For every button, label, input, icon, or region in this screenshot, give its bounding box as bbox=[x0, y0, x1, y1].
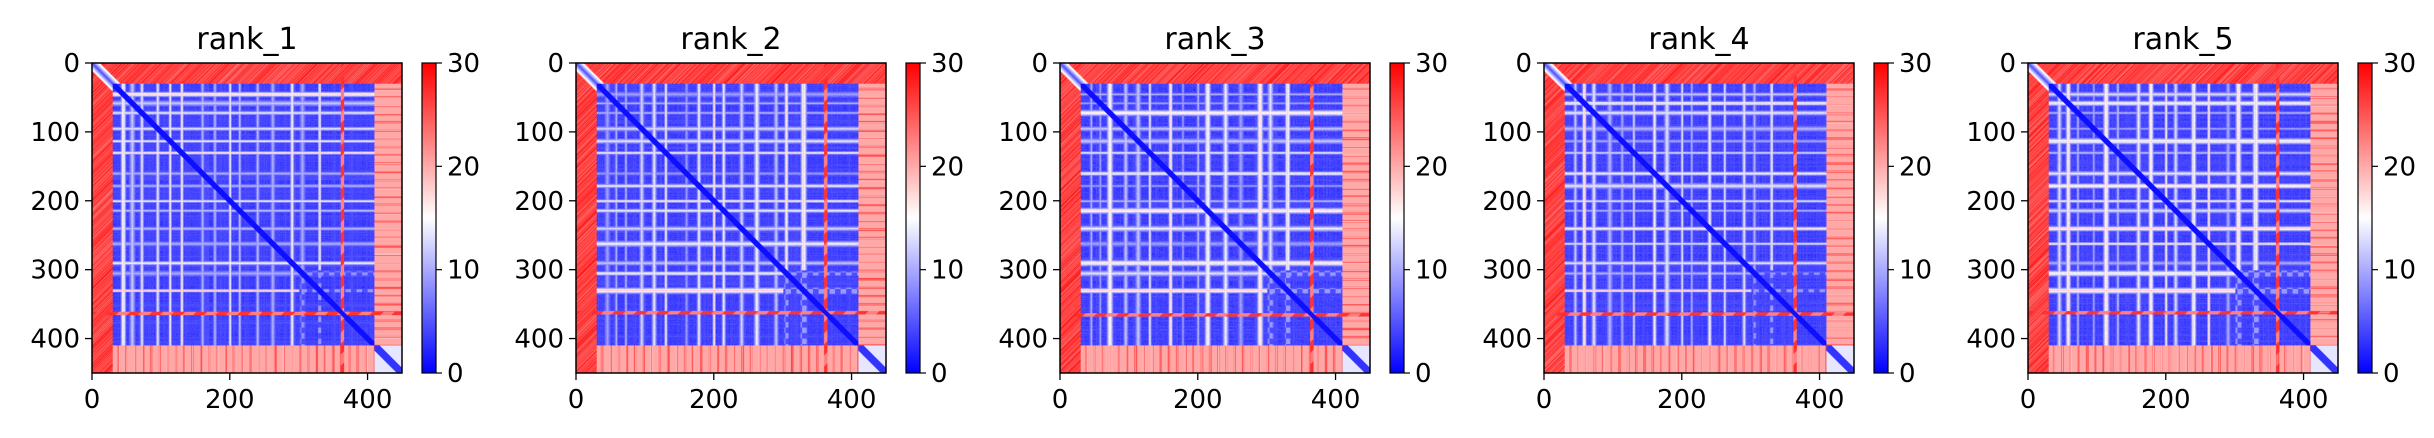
axes-frame bbox=[2027, 62, 2339, 374]
y-tick-label: 100 bbox=[30, 118, 80, 148]
colorbar-tick-label: 20 bbox=[1415, 152, 1448, 182]
y-tick-label: 300 bbox=[1966, 256, 2016, 286]
colorbar bbox=[1873, 62, 1889, 374]
x-tick-label: 0 bbox=[568, 385, 585, 415]
colorbar-tick-label: 0 bbox=[2383, 359, 2400, 389]
y-tick-label: 300 bbox=[30, 256, 80, 286]
heatmap-image bbox=[2028, 63, 2338, 373]
heatmap-image bbox=[1060, 63, 1370, 373]
y-tick-label: 0 bbox=[1031, 49, 1048, 79]
colorbar-tick-label: 30 bbox=[931, 49, 964, 79]
x-tick-label: 0 bbox=[84, 385, 101, 415]
y-tick-label: 300 bbox=[1482, 256, 1532, 286]
colorbar-tick-label: 20 bbox=[1899, 152, 1932, 182]
colorbar-tick-label: 0 bbox=[447, 359, 464, 389]
x-tick-label: 400 bbox=[827, 385, 877, 415]
colorbar bbox=[905, 62, 921, 374]
y-tick-label: 100 bbox=[514, 118, 564, 148]
heatmap-image bbox=[92, 63, 402, 373]
y-tick-label: 200 bbox=[1966, 187, 2016, 217]
colorbar bbox=[2357, 62, 2373, 374]
y-tick-label: 200 bbox=[1482, 187, 1532, 217]
panel-title: rank_4 bbox=[1648, 22, 1749, 57]
y-tick-label: 400 bbox=[30, 325, 80, 355]
colorbar-tick-label: 10 bbox=[1899, 256, 1932, 286]
y-tick-label: 0 bbox=[547, 49, 564, 79]
x-tick-label: 400 bbox=[1311, 385, 1361, 415]
x-tick-label: 400 bbox=[1795, 385, 1845, 415]
y-tick-label: 0 bbox=[63, 49, 80, 79]
x-tick-label: 400 bbox=[343, 385, 393, 415]
y-tick-label: 300 bbox=[998, 256, 1048, 286]
y-tick-label: 0 bbox=[1515, 49, 1532, 79]
colorbar-tick-label: 20 bbox=[2383, 152, 2416, 182]
panel-title: rank_5 bbox=[2132, 22, 2233, 57]
axes-frame bbox=[1543, 62, 1855, 374]
x-tick-label: 0 bbox=[2020, 385, 2037, 415]
axes-frame bbox=[1059, 62, 1371, 374]
colorbar-tick-label: 30 bbox=[1899, 49, 1932, 79]
colorbar-tick-label: 30 bbox=[2383, 49, 2416, 79]
colorbar-tick-label: 10 bbox=[447, 256, 480, 286]
y-tick-label: 100 bbox=[1482, 118, 1532, 148]
y-tick-label: 0 bbox=[1999, 49, 2016, 79]
x-tick-label: 400 bbox=[2279, 385, 2329, 415]
x-tick-label: 200 bbox=[1657, 385, 1707, 415]
x-tick-label: 200 bbox=[689, 385, 739, 415]
x-tick-label: 200 bbox=[2141, 385, 2191, 415]
y-tick-label: 200 bbox=[30, 187, 80, 217]
axes-frame bbox=[91, 62, 403, 374]
colorbar bbox=[1389, 62, 1405, 374]
y-tick-label: 200 bbox=[998, 187, 1048, 217]
colorbar-tick-label: 10 bbox=[1415, 256, 1448, 286]
colorbar-tick-label: 20 bbox=[931, 152, 964, 182]
panel-title: rank_2 bbox=[680, 22, 781, 57]
colorbar-tick-label: 0 bbox=[1415, 359, 1432, 389]
y-tick-label: 300 bbox=[514, 256, 564, 286]
y-tick-label: 400 bbox=[998, 325, 1048, 355]
colorbar-tick-label: 30 bbox=[1415, 49, 1448, 79]
x-tick-label: 200 bbox=[205, 385, 255, 415]
panel-title: rank_3 bbox=[1164, 22, 1265, 57]
x-tick-label: 0 bbox=[1052, 385, 1069, 415]
y-tick-label: 400 bbox=[1482, 325, 1532, 355]
axes-frame bbox=[575, 62, 887, 374]
heatmap-image bbox=[1544, 63, 1854, 373]
colorbar bbox=[421, 62, 437, 374]
y-tick-label: 400 bbox=[514, 325, 564, 355]
y-tick-label: 100 bbox=[998, 118, 1048, 148]
colorbar-tick-label: 0 bbox=[1899, 359, 1916, 389]
x-tick-label: 0 bbox=[1536, 385, 1553, 415]
colorbar-tick-label: 10 bbox=[2383, 256, 2416, 286]
x-tick-label: 200 bbox=[1173, 385, 1223, 415]
colorbar-tick-label: 0 bbox=[931, 359, 948, 389]
colorbar-tick-label: 10 bbox=[931, 256, 964, 286]
colorbar-tick-label: 20 bbox=[447, 152, 480, 182]
heatmap-image bbox=[576, 63, 886, 373]
panel-title: rank_1 bbox=[196, 22, 297, 57]
y-tick-label: 100 bbox=[1966, 118, 2016, 148]
colorbar-tick-label: 30 bbox=[447, 49, 480, 79]
y-tick-label: 200 bbox=[514, 187, 564, 217]
y-tick-label: 400 bbox=[1966, 325, 2016, 355]
